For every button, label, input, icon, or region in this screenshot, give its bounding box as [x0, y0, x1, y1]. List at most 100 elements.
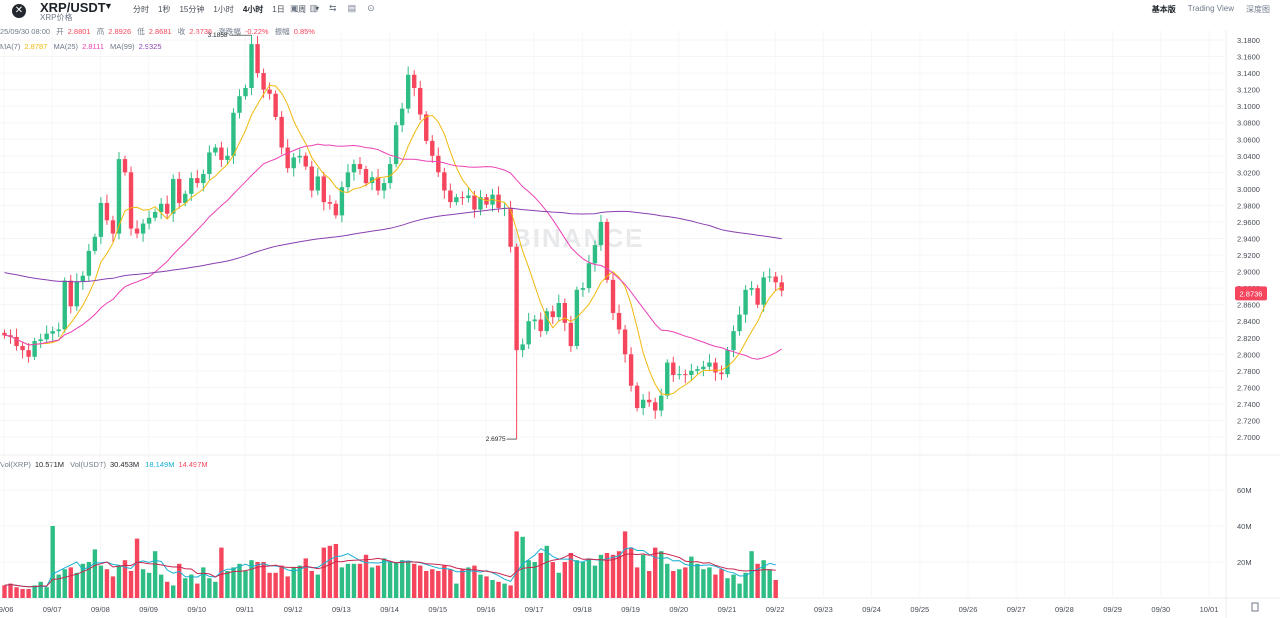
candle-style-icon[interactable]: ▥ [309, 3, 319, 13]
time-tick-label: 09/23 [814, 605, 833, 614]
volume-bar [568, 553, 574, 598]
candle-body [249, 44, 254, 88]
volume-bar [556, 572, 561, 598]
candle-body [454, 197, 459, 203]
indicator-icon[interactable]: ▣ [290, 3, 299, 13]
candle-body [568, 322, 574, 347]
volume-bar [665, 563, 670, 598]
volume-bar [327, 545, 333, 598]
interval-tab[interactable]: 15分钟 [179, 5, 205, 14]
view-tab-basic[interactable]: 基本版 [1151, 5, 1176, 14]
candle-body [195, 178, 200, 184]
low-label: 低 [137, 27, 145, 36]
candle-body [381, 183, 387, 191]
candle-body [273, 93, 278, 117]
volume-bar [363, 554, 369, 598]
volume-bar [261, 562, 266, 598]
price-tick-label: 2.9000 [1237, 268, 1260, 277]
price-tick-label: 2.7800 [1237, 367, 1260, 376]
interval-tab[interactable]: 分时 [133, 5, 149, 14]
amp-value: 0.85% [293, 27, 315, 36]
open-label: 开 [56, 27, 64, 36]
volume-bar [731, 574, 736, 598]
time-tick-label: 09/07 [43, 605, 62, 614]
volume-bar [695, 563, 700, 598]
candle-body [2, 332, 7, 336]
volume-bar [237, 563, 242, 598]
view-tab-tradingview[interactable]: Trading View [1187, 4, 1234, 13]
candle-body [448, 190, 453, 203]
volume-bar [550, 562, 555, 598]
volume-bar [231, 567, 236, 598]
volume-bar [405, 562, 411, 598]
candle-body [653, 402, 658, 411]
price-tick-label: 2.9600 [1237, 218, 1260, 227]
candle-body [405, 74, 411, 109]
candle-body [128, 172, 134, 229]
interval-tab-active[interactable]: 4小时 [242, 5, 264, 14]
volume-bar [146, 572, 152, 598]
compare-icon[interactable]: ⇆ [329, 3, 337, 13]
volume-bar [309, 571, 314, 598]
candle-body [86, 250, 92, 276]
volume-bar [62, 569, 67, 598]
interval-tab[interactable]: 1日 [272, 5, 285, 14]
volume-bar [110, 576, 116, 598]
candle-body [701, 366, 706, 370]
candle-body [604, 221, 610, 280]
candle-body [261, 73, 266, 90]
candle-body [472, 195, 477, 210]
interval-tab[interactable]: 1周 [293, 5, 307, 14]
candle-body [550, 311, 555, 318]
volume-bar [273, 572, 278, 598]
more-intervals-icon[interactable]: ▾ [315, 4, 320, 13]
time-tick-label: 09/18 [573, 605, 592, 614]
volume-bar [104, 569, 110, 598]
volume-bar [418, 565, 423, 598]
price-tick-label: 3.1200 [1237, 86, 1260, 95]
price-tick-label: 2.7600 [1237, 383, 1260, 392]
pair-title[interactable]: XRP/USDT [40, 0, 106, 15]
candle-body [610, 279, 616, 313]
price-tick-label: 2.7200 [1237, 416, 1260, 425]
chart-tools: ▣ ▥ ⇆ ▤ ⊙ [290, 3, 386, 14]
volume-bar [713, 574, 718, 598]
candle-body [291, 157, 296, 169]
price-tick-label: 3.0400 [1237, 152, 1260, 161]
time-tick-label: 10/01 [1200, 605, 1219, 614]
header: ✕ XRP/USDT ▼ XRP价格 分时 1秒 15分钟 1小时 4小时 1日… [0, 0, 1280, 24]
candle-body [339, 187, 345, 216]
drawing-icon[interactable]: ▤ [347, 3, 357, 13]
candle-body [285, 147, 290, 169]
candle-body [116, 159, 122, 234]
ma99-label: MA(99) [109, 42, 135, 51]
candle-body [628, 354, 634, 386]
interval-tab[interactable]: 1秒 [158, 5, 171, 14]
candle-body [213, 147, 218, 153]
price-tick-label: 2.9800 [1237, 201, 1260, 210]
chevron-down-icon[interactable]: ▼ [104, 1, 113, 11]
time-tick-label: 09/09 [139, 605, 158, 614]
volume-bar [628, 547, 634, 598]
volume-bar [472, 565, 477, 598]
candle-body [665, 362, 670, 396]
change-label: 涨跌幅 [218, 27, 241, 36]
volume-bar [171, 585, 176, 598]
volume-bar [683, 567, 688, 598]
price-tick-label: 3.1400 [1237, 69, 1260, 78]
vol-ma10-value: 14.497M [178, 460, 208, 469]
candle-body [62, 280, 67, 330]
volume-bar [484, 576, 489, 598]
candle-body [237, 96, 242, 113]
view-tab-depth[interactable]: 深度图 [1246, 5, 1270, 14]
candle-body [369, 177, 375, 184]
time-tick-label: 09/30 [1151, 605, 1170, 614]
settings-icon[interactable]: ⊙ [367, 3, 375, 13]
candle-body [345, 172, 351, 188]
candle-body [442, 172, 447, 191]
interval-tab[interactable]: 1小时 [213, 5, 234, 14]
volume-bar [243, 571, 248, 598]
volume-tick-label: 60M [1237, 486, 1252, 495]
volume-bar [502, 583, 507, 598]
